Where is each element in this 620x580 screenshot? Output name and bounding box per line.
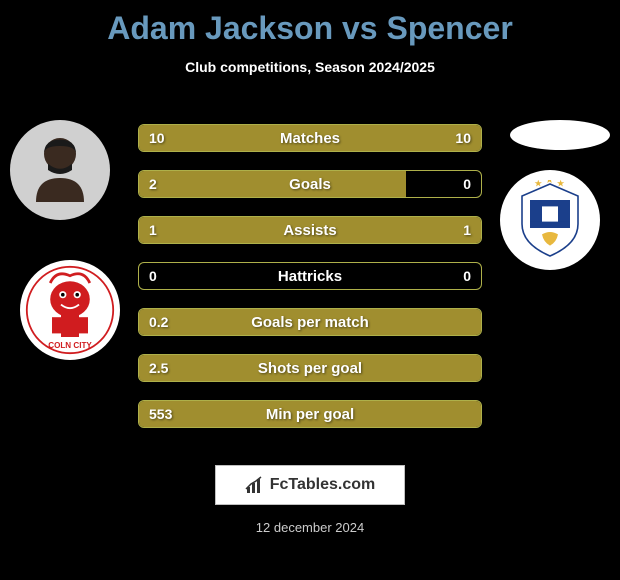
stat-label: Goals <box>139 171 481 197</box>
subtitle: Club competitions, Season 2024/2025 <box>0 59 620 75</box>
stat-label: Shots per goal <box>139 355 481 381</box>
stat-value-right: 0 <box>463 263 471 289</box>
player-right-avatar <box>510 120 610 150</box>
comparison-card: Adam Jackson vs Spencer Club competition… <box>0 0 620 580</box>
stat-row-hattricks: 0 Hattricks 0 <box>138 262 482 290</box>
page-title: Adam Jackson vs Spencer <box>0 0 620 47</box>
svg-text:★: ★ <box>534 180 543 189</box>
svg-text:COLN CITY: COLN CITY <box>48 341 92 350</box>
stat-row-min-per-goal: 553 Min per goal <box>138 400 482 428</box>
stat-row-goals: 2 Goals 0 <box>138 170 482 198</box>
stat-value-right: 0 <box>463 171 471 197</box>
stat-label: Assists <box>139 217 481 243</box>
stat-label: Goals per match <box>139 309 481 335</box>
svg-text:★: ★ <box>545 180 554 186</box>
stat-row-goals-per-match: 0.2 Goals per match <box>138 308 482 336</box>
footer-date: 12 december 2024 <box>256 520 364 535</box>
lincoln-city-crest-icon: COLN CITY <box>25 265 115 355</box>
club-logo-right: ★ ★ ★ <box>500 170 600 270</box>
stat-label: Min per goal <box>139 401 481 427</box>
club-logo-left: COLN CITY <box>20 260 120 360</box>
stat-value-right: 10 <box>455 125 471 151</box>
chart-icon <box>245 475 265 495</box>
stat-row-assists: 1 Assists 1 <box>138 216 482 244</box>
stat-label: Matches <box>139 125 481 151</box>
footer-brand-text: FcTables.com <box>270 476 376 494</box>
stat-row-matches: 10 Matches 10 <box>138 124 482 152</box>
stat-label: Hattricks <box>139 263 481 289</box>
player-left-avatar <box>10 120 110 220</box>
svg-text:★: ★ <box>556 180 565 189</box>
stat-row-shots-per-goal: 2.5 Shots per goal <box>138 354 482 382</box>
stats-area: 10 Matches 10 2 Goals 0 1 Assists 1 0 Ha… <box>138 124 482 446</box>
footer-brand[interactable]: FcTables.com <box>215 465 405 505</box>
player-silhouette-icon <box>20 130 100 210</box>
stat-value-right: 1 <box>463 217 471 243</box>
huddersfield-crest-icon: ★ ★ ★ <box>510 180 590 260</box>
